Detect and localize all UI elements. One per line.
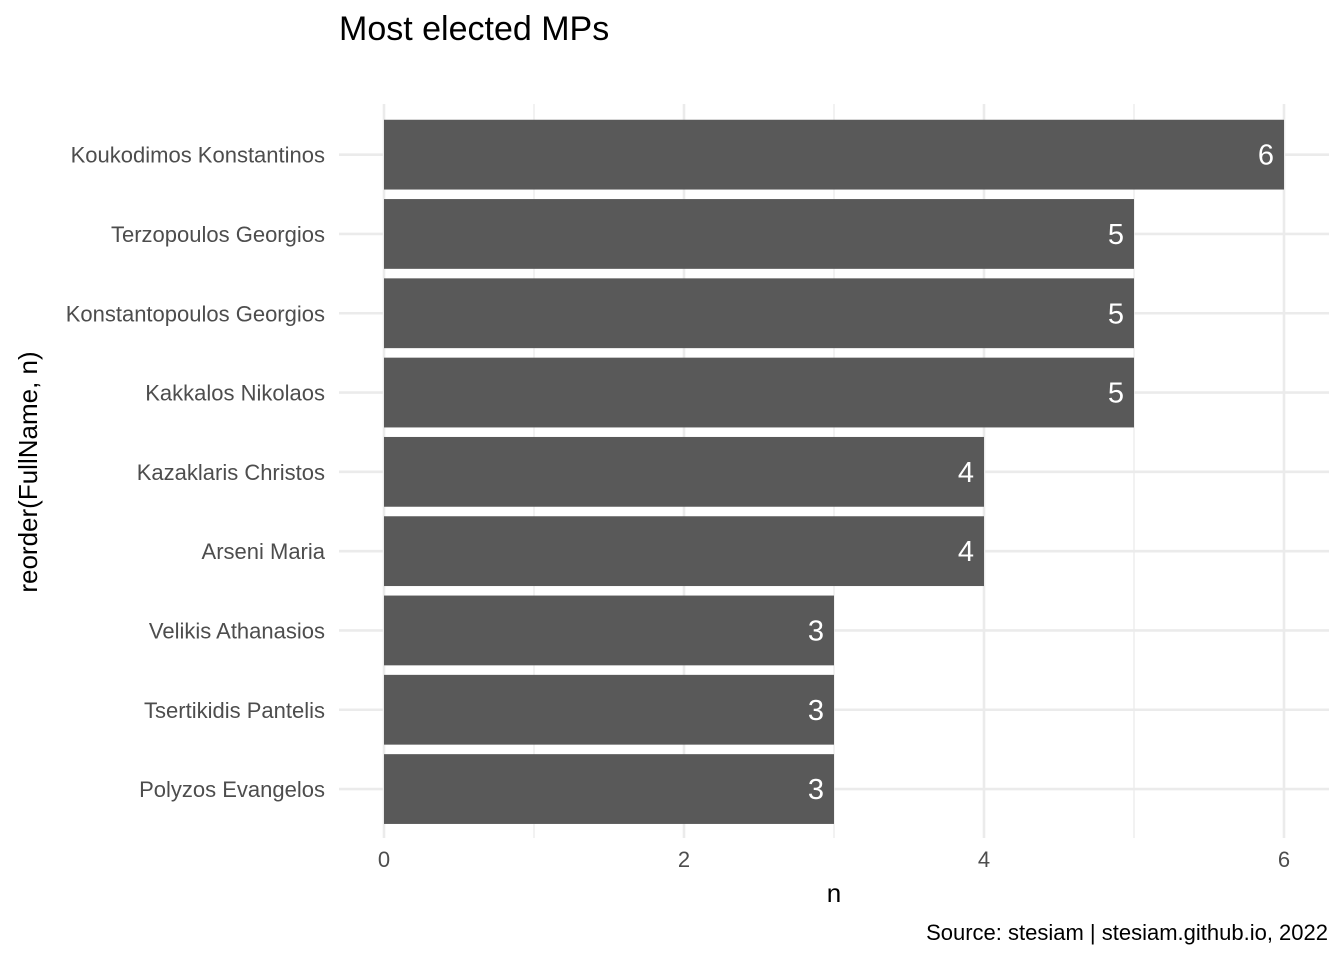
y-tick-label: Koukodimos Konstantinos	[71, 143, 325, 168]
bars	[384, 119, 1284, 824]
y-tick-labels: Koukodimos Konstantinos Terzopoulos Georg…	[66, 143, 326, 802]
bar-value-label: 5	[1108, 378, 1124, 410]
bar-value-label: 5	[1108, 219, 1124, 251]
bar	[384, 278, 1134, 349]
bar-value-label: 4	[958, 536, 974, 568]
bar	[384, 674, 834, 745]
bar-data-labels: 6 5 5 5 4 4 3 3 3	[808, 140, 1274, 806]
bar	[384, 119, 1284, 190]
x-tick-label: 2	[678, 847, 690, 872]
y-axis-title: reorder(FullName, n)	[13, 351, 43, 592]
bar-value-label: 3	[808, 615, 824, 647]
y-tick-label: Konstantopoulos Georgios	[66, 301, 325, 326]
bar	[384, 199, 1134, 269]
y-tick-label: Arseni Maria	[202, 539, 326, 564]
bar	[384, 357, 1134, 428]
chart-title: Most elected MPs	[339, 10, 609, 48]
y-tick-label: Polyzos Evangelos	[139, 777, 325, 802]
bar	[384, 754, 834, 824]
y-tick-label: Tsertikidis Pantelis	[144, 698, 325, 723]
chart-caption: Source: stesiam | stesiam.github.io, 202…	[926, 920, 1328, 945]
bar-value-label: 5	[1108, 298, 1124, 330]
y-tick-label: Kakkalos Nikolaos	[145, 381, 325, 406]
x-axis-title: n	[827, 878, 841, 908]
x-tick-label: 6	[1278, 847, 1290, 872]
bar-value-label: 6	[1258, 140, 1274, 172]
bar-value-label: 3	[808, 774, 824, 806]
x-tick-labels: 0 2 4 6	[378, 847, 1290, 872]
x-tick-label: 0	[378, 847, 390, 872]
bar-value-label: 3	[808, 695, 824, 727]
y-tick-label: Terzopoulos Georgios	[111, 222, 325, 247]
bar	[384, 595, 834, 666]
y-tick-label: Velikis Athanasios	[149, 618, 325, 643]
y-tick-label: Kazaklaris Christos	[137, 460, 325, 485]
x-tick-label: 4	[978, 847, 990, 872]
bar	[384, 516, 984, 587]
bar-value-label: 4	[958, 457, 974, 489]
bar	[384, 436, 984, 507]
